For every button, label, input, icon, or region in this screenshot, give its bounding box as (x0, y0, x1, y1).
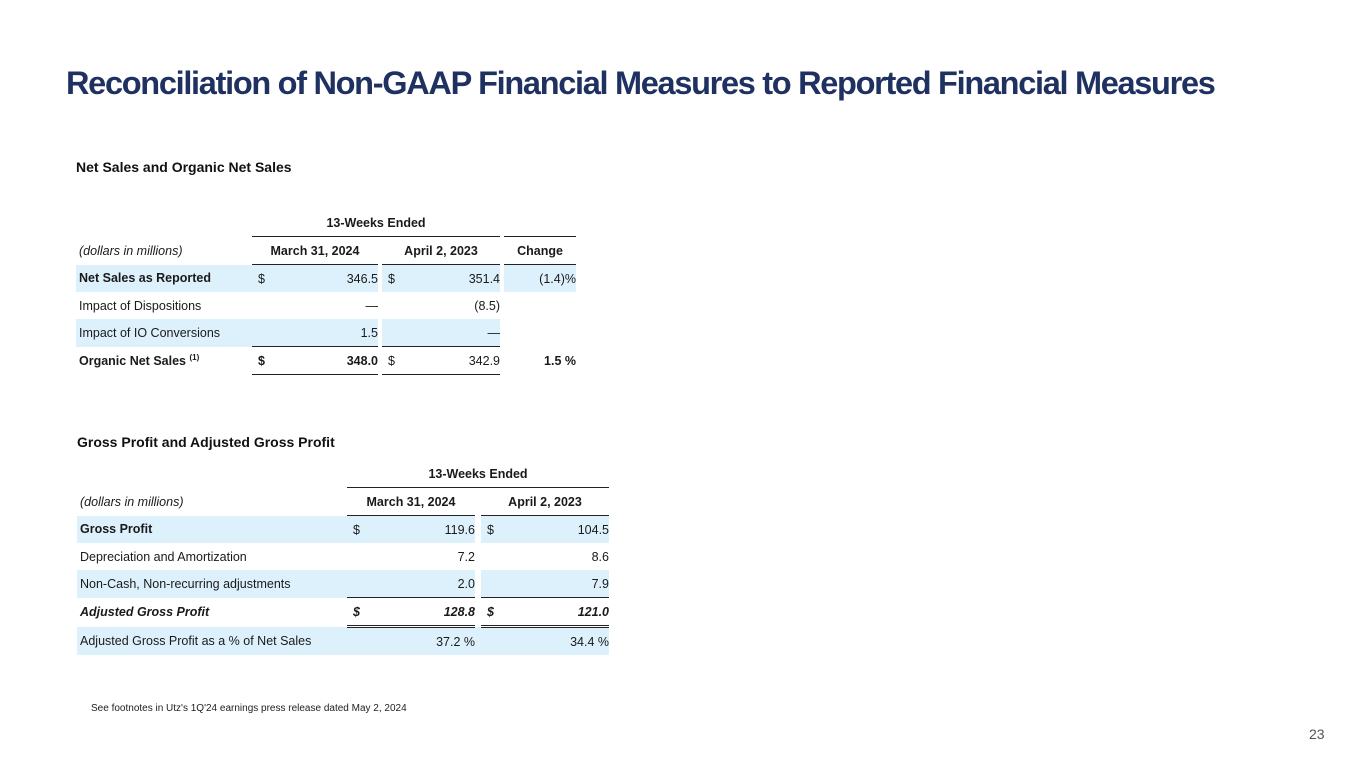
footnote-text: See footnotes in Utz's 1Q'24 earnings pr… (91, 703, 407, 714)
table-row: Net Sales as Reported $ 346.5 $ 351.4 (1… (76, 264, 576, 292)
table-row: Impact of Dispositions — (8.5) (79, 298, 500, 313)
table-row: Depreciation and Amortization 7.2 8.6 (80, 549, 609, 564)
units-label: (dollars in millions) (80, 494, 184, 509)
net-sales-table: 13-Weeks Ended (dollars in millions) Mar… (76, 209, 576, 375)
col-header-prior: April 2, 2023 (382, 236, 500, 265)
col-header-change: Change (504, 236, 576, 265)
net-sales-section-title: Net Sales and Organic Net Sales (76, 159, 292, 175)
col-header-current: March 31, 2024 (347, 487, 475, 516)
gross-profit-table: 13-Weeks Ended (dollars in millions) Mar… (77, 460, 609, 655)
table-row: Adjusted Gross Profit as a % of Net Sale… (77, 626, 609, 655)
table-row: Impact of IO Conversions 1.5 — (76, 319, 576, 347)
table-row: Non-Cash, Non-recurring adjustments 2.0 … (77, 570, 609, 598)
col-header-current: March 31, 2024 (252, 236, 378, 265)
gross-profit-section-title: Gross Profit and Adjusted Gross Profit (77, 434, 335, 450)
col-header-prior: April 2, 2023 (481, 487, 609, 516)
units-label: (dollars in millions) (79, 243, 183, 258)
table-row: Gross Profit $ 119.6 $ 104.5 (77, 515, 609, 543)
page-number: 23 (1309, 726, 1325, 742)
period-header: 13-Weeks Ended (252, 209, 500, 237)
table-row: Organic Net Sales (1) $ 348.0 $ 342.9 1.… (76, 346, 576, 375)
period-header: 13-Weeks Ended (347, 460, 609, 488)
table-row: Adjusted Gross Profit $ 128.8 $ 121.0 (77, 597, 609, 628)
page-title: Reconciliation of Non-GAAP Financial Mea… (66, 65, 1216, 101)
